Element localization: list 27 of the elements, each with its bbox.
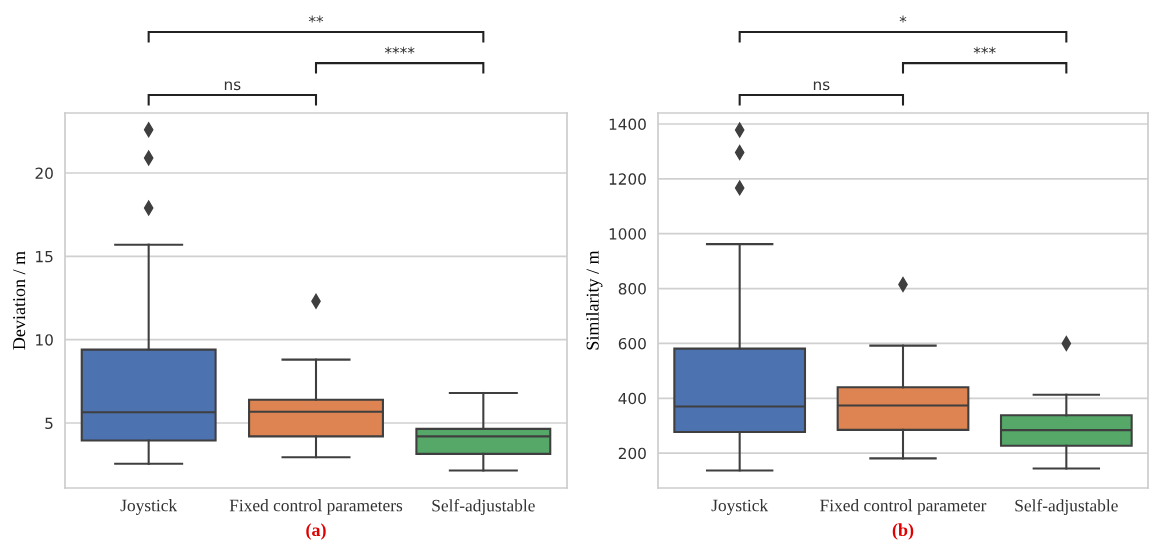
y-axis-title: Deviation / m — [13, 251, 26, 350]
x-axis-title: (a) — [306, 523, 326, 540]
y-tick-label: 600 — [618, 337, 646, 350]
x-tick-label: Self-adjustable — [432, 499, 535, 516]
x-tick-label: Joystick — [120, 499, 178, 515]
y-tick-label: 1000 — [609, 228, 646, 240]
x-tick-label: Joystick — [711, 499, 769, 515]
x-tick-label: Fixed control parameters — [229, 499, 403, 515]
y-tick-label: 400 — [618, 392, 646, 405]
text: ns — [813, 81, 830, 91]
y-axis-title: Similarity / m — [586, 250, 603, 350]
text: ** — [308, 15, 324, 23]
y-tick-label: 20 — [35, 167, 53, 180]
y-tick-label: 800 — [618, 283, 646, 295]
y-tick-label: 200 — [618, 447, 646, 460]
y-tick-label: 15 — [36, 251, 53, 263]
y-tick-label: 5 — [45, 417, 53, 430]
text: **** — [384, 46, 415, 54]
y-tick-label: 1400 — [609, 118, 646, 130]
x-axis-title: (b) — [892, 523, 914, 540]
text: ns — [224, 81, 241, 91]
text: *** — [973, 46, 996, 54]
x-tick-label: Self-adjustable — [1015, 499, 1118, 516]
y-tick-label: 10 — [36, 334, 53, 346]
y-tick-label: 1200 — [609, 173, 646, 185]
x-tick-label: Fixed control parameter — [820, 499, 987, 515]
text: * — [899, 15, 907, 23]
